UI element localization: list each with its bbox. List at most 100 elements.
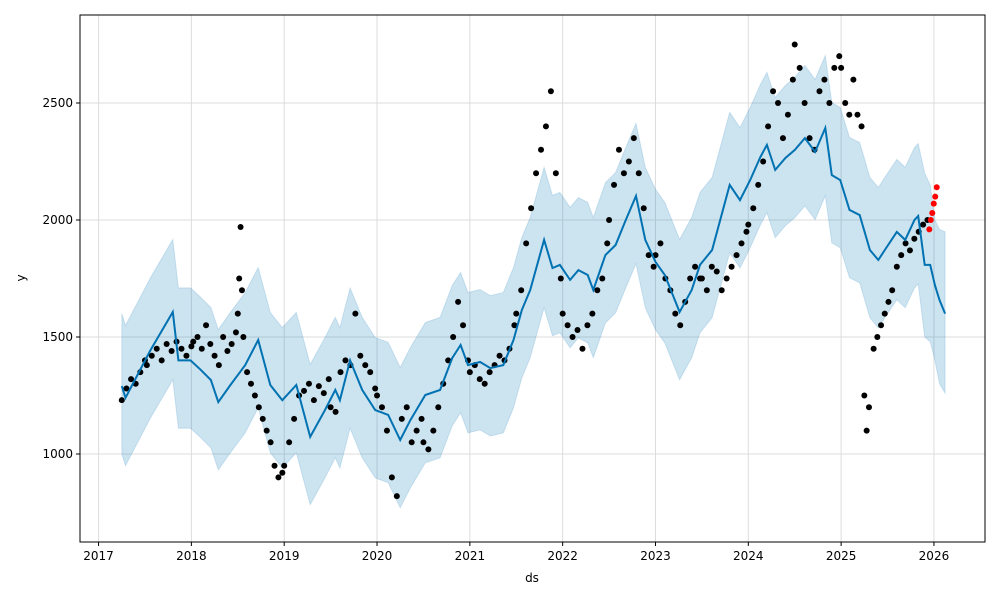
observed-point: [765, 123, 772, 130]
observed-point: [190, 338, 197, 345]
observed-point: [911, 235, 918, 242]
observed-point: [255, 404, 262, 411]
x-tick-label: 2026: [919, 549, 950, 563]
observed-point: [194, 334, 201, 341]
observed-point: [885, 298, 892, 305]
observed-point: [455, 298, 462, 305]
observed-point: [836, 53, 843, 60]
observed-point: [538, 146, 545, 153]
observed-point: [564, 322, 571, 329]
observed-point: [838, 64, 845, 71]
observed-point: [893, 263, 900, 270]
observed-point: [267, 439, 274, 446]
observed-point: [770, 88, 777, 95]
observed-point: [123, 385, 130, 392]
observed-point: [801, 99, 808, 106]
observed-point: [224, 348, 231, 355]
observed-point: [332, 408, 339, 415]
observed-point: [677, 322, 684, 329]
observed-point: [569, 334, 576, 341]
y-tick-label: 1000: [42, 447, 73, 461]
observed-point: [743, 228, 750, 235]
observed-point: [657, 240, 664, 247]
observed-point: [403, 404, 410, 411]
observed-point: [466, 369, 473, 376]
observed-point: [413, 427, 420, 434]
observed-point: [476, 376, 483, 383]
observed-point: [291, 415, 298, 422]
observed-point: [779, 135, 786, 142]
observed-point: [552, 170, 559, 177]
observed-point: [237, 224, 244, 231]
observed-point: [496, 352, 503, 359]
observed-point: [425, 446, 432, 453]
observed-point: [920, 221, 927, 228]
observed-point: [863, 427, 870, 434]
observed-point: [672, 310, 679, 317]
observed-point: [275, 474, 282, 481]
observed-point: [579, 345, 586, 352]
observed-point: [750, 205, 757, 212]
observed-point: [878, 322, 885, 329]
observed-point: [259, 415, 266, 422]
observed-point: [143, 362, 150, 369]
observed-point: [687, 275, 694, 282]
y-tick-label: 2000: [42, 213, 73, 227]
observed-point: [846, 111, 853, 118]
observed-point: [826, 99, 833, 106]
observed-point: [198, 345, 205, 352]
observed-point: [486, 369, 493, 376]
recent-observed-point: [930, 200, 937, 207]
observed-point: [320, 390, 327, 397]
observed-point: [357, 352, 364, 359]
observed-point: [728, 263, 735, 270]
observed-point: [559, 310, 566, 317]
observed-point: [408, 439, 415, 446]
observed-point: [158, 357, 165, 364]
observed-point: [220, 334, 227, 341]
observed-point: [589, 310, 596, 317]
observed-point: [511, 322, 518, 329]
y-axis-ticks: 1000 1500 2000 2500: [42, 96, 80, 461]
observed-point: [236, 275, 243, 282]
observed-point: [542, 123, 549, 130]
observed-point: [816, 88, 823, 95]
observed-point: [902, 240, 909, 247]
observed-point: [620, 170, 627, 177]
observed-point: [713, 268, 720, 275]
observed-point: [698, 275, 705, 282]
observed-point: [286, 439, 293, 446]
observed-point: [460, 322, 467, 329]
x-tick-label: 2018: [176, 549, 207, 563]
observed-point: [806, 135, 813, 142]
observed-point: [861, 392, 868, 399]
observed-point: [738, 240, 745, 247]
observed-point: [821, 76, 828, 83]
observed-point: [870, 345, 877, 352]
observed-point: [630, 135, 637, 142]
observed-point: [858, 123, 865, 130]
observed-point: [188, 343, 195, 350]
observed-point: [645, 252, 652, 259]
observed-point: [615, 146, 622, 153]
observed-point: [650, 263, 657, 270]
x-tick-label: 2017: [83, 549, 114, 563]
observed-point: [611, 181, 618, 188]
observed-point: [244, 369, 251, 376]
observed-point: [240, 334, 247, 341]
observed-point: [211, 352, 218, 359]
observed-point: [842, 99, 849, 106]
y-tick-label: 1500: [42, 330, 73, 344]
observed-point: [178, 345, 185, 352]
observed-point: [625, 158, 632, 165]
observed-point: [533, 170, 540, 177]
recent-observed-point: [927, 216, 934, 223]
observed-point: [393, 493, 400, 500]
observed-point: [374, 392, 381, 399]
observed-point: [784, 111, 791, 118]
observed-point: [234, 310, 241, 317]
observed-point: [881, 310, 888, 317]
y-axis-label: y: [14, 274, 28, 281]
observed-point: [692, 263, 699, 270]
observed-point: [528, 205, 535, 212]
